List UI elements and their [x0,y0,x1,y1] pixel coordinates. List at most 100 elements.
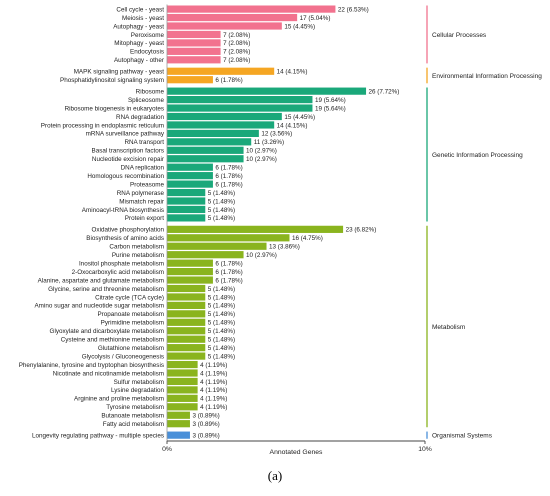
bar [167,301,206,309]
bar-value-label: 22 (6.53%) [338,6,369,13]
category-label: Inositol phosphate metabolism [79,260,164,267]
group-label: Organismal Systems [432,432,493,439]
category-label: Tyrosine metabolism [106,404,164,411]
bar [167,146,244,154]
bar-value-label: 5 (1.48%) [208,345,235,352]
bar-value-label: 4 (1.19%) [200,370,227,377]
bar [167,234,290,242]
bar [167,242,267,250]
category-label: RNA polymerase [117,190,165,197]
figure-caption: (a) [267,468,283,483]
bar [167,104,313,112]
bar [167,163,213,171]
bar-value-label: 5 (1.48%) [208,215,235,222]
bar-value-label: 7 (2.08%) [223,40,250,47]
category-label: Homologous recombination [87,173,164,180]
category-label: MAPK signaling pathway - yeast [74,69,165,76]
category-label: Fatty acid metabolism [103,421,164,428]
bar-value-label: 19 (5.64%) [315,97,346,104]
bar-value-label: 6 (1.78%) [215,181,242,188]
bar-value-label: 7 (2.08%) [223,57,250,64]
bar-value-label: 5 (1.48%) [208,198,235,205]
bar [167,293,206,301]
bar [167,403,198,411]
bar-value-label: 5 (1.48%) [208,303,235,310]
group-label: Metabolism [432,324,465,331]
bar-value-label: 23 (6.82%) [346,227,377,234]
category-label: Purine metabolism [112,252,164,259]
bar [167,327,206,335]
category-label: Cysteine and methionine metabolism [61,337,164,344]
category-label: Mismatch repair [119,198,164,205]
bar-value-label: 10 (2.97%) [246,252,277,259]
category-label: 2-Oxocarboxylic acid metabolism [72,269,164,276]
bar-value-label: 13 (3.86%) [269,244,300,251]
bar [167,352,206,360]
bar [167,310,206,318]
category-label: Sulfur metabolism [114,379,164,386]
bar [167,5,336,13]
category-label: Cell cycle - yeast [116,6,164,13]
bar [167,76,213,84]
category-label: Autophagy - yeast [113,23,164,30]
bar [167,205,206,214]
bar-value-label: 19 (5.64%) [315,105,346,112]
bar-value-label: 5 (1.48%) [208,353,235,360]
category-label: Propanoate metabolism [97,311,164,318]
category-label: Nucleotide excision repair [92,156,164,163]
group-label: Environmental Information Processing [432,73,542,80]
bar [167,13,298,22]
bar [167,344,206,352]
bar [167,335,206,343]
category-label: Lysine degradation [111,387,164,394]
bar [167,276,213,284]
bar-value-label: 10 (2.97%) [246,156,277,163]
bar-value-label: 15 (4.45%) [284,23,315,30]
bar [167,369,198,377]
category-label: Glycine, serine and threonine metabolism [48,286,164,293]
bar [167,87,367,95]
bar-value-label: 7 (2.08%) [223,49,250,56]
bar [167,259,213,267]
bar-value-label: 26 (7.72%) [369,88,400,95]
bar [167,96,313,104]
category-label: Phenylalanine, tyrosine and tryptophan b… [19,362,164,369]
category-label: Longevity regulating pathway - multiple … [32,432,164,439]
bar [167,180,213,188]
bar [167,225,344,233]
category-label: Phosphatidylinositol signaling system [60,77,164,84]
bar-value-label: 11 (3.26%) [254,139,284,146]
category-label: Amino sugar and nucleotide sugar metabol… [34,303,164,310]
bar-value-label: 5 (1.48%) [208,311,235,318]
category-label: Peroxisome [131,32,165,39]
category-label: Ribosome [136,88,165,95]
group-label: Cellular Processes [432,32,487,39]
bar [167,360,198,369]
category-label: Glutathione metabolism [98,345,164,352]
bar [167,377,198,386]
category-label: Oxidative phosphorylation [92,227,165,234]
bar-value-label: 6 (1.78%) [215,77,242,84]
bar [167,129,259,137]
bar [167,47,221,55]
bar-value-label: 4 (1.19%) [200,404,227,411]
bar-value-label: 5 (1.48%) [208,320,235,327]
category-label: DNA replication [121,165,165,172]
bar-value-label: 3 (0.89%) [192,421,219,428]
bar [167,188,206,197]
bar-value-label: 5 (1.48%) [208,328,235,335]
bar [167,39,221,47]
category-label: Biosynthesis of amino acids [86,235,164,242]
bar [167,268,213,276]
category-label: Carbon metabolism [109,244,164,251]
bar [167,172,213,180]
bar [167,386,198,394]
bar-value-label: 6 (1.78%) [215,165,242,172]
bar-value-label: 6 (1.78%) [215,260,242,267]
category-label: Meiosis - yeast [122,15,164,22]
bar [167,420,190,428]
category-label: Pyrimidine metabolism [101,320,164,327]
bar-value-label: 17 (5.04%) [300,15,331,22]
bar [167,394,198,402]
